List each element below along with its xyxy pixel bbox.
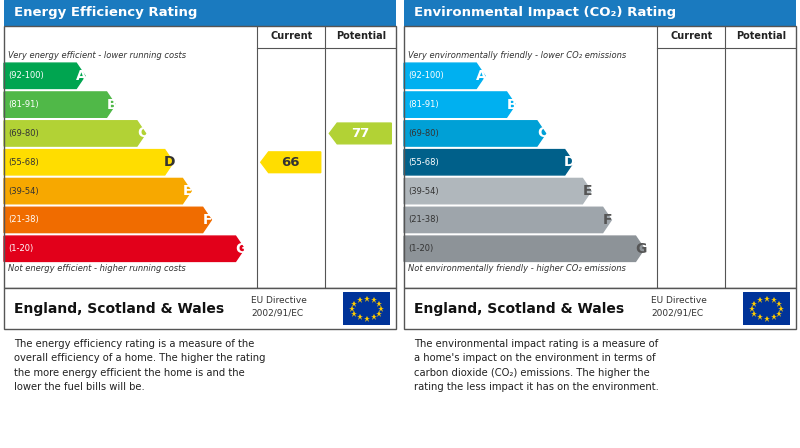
Text: (1-20): (1-20) [9,244,34,253]
Polygon shape [330,123,391,144]
Text: Current: Current [270,31,312,42]
Polygon shape [404,63,485,88]
Text: E: E [583,184,593,198]
Text: G: G [635,242,646,256]
Text: F: F [603,213,613,227]
Text: Energy Efficiency Rating: Energy Efficiency Rating [14,6,197,20]
Text: 77: 77 [351,127,370,140]
Text: Potential: Potential [736,31,786,42]
Polygon shape [4,150,174,175]
Polygon shape [404,178,591,204]
Polygon shape [404,150,574,175]
Text: B: B [106,98,117,112]
Text: (92-100): (92-100) [9,71,45,80]
Text: Very energy efficient - lower running costs: Very energy efficient - lower running co… [8,51,186,60]
Text: D: D [164,155,176,169]
Text: Very environmentally friendly - lower CO₂ emissions: Very environmentally friendly - lower CO… [408,51,626,60]
Text: The environmental impact rating is a measure of
a home's impact on the environme: The environmental impact rating is a mea… [414,339,658,392]
Polygon shape [4,92,115,117]
Text: Not environmentally friendly - higher CO₂ emissions: Not environmentally friendly - higher CO… [408,264,626,273]
Text: (55-68): (55-68) [409,158,439,167]
Polygon shape [261,152,321,172]
Text: D: D [564,155,576,169]
Text: The energy efficiency rating is a measure of the
overall efficiency of a home. T: The energy efficiency rating is a measur… [14,339,266,392]
Text: (1-20): (1-20) [409,244,434,253]
Text: A: A [476,69,487,83]
Polygon shape [4,121,146,146]
Polygon shape [4,207,211,233]
Text: (39-54): (39-54) [9,187,39,196]
Polygon shape [404,207,611,233]
Text: Not energy efficient - higher running costs: Not energy efficient - higher running co… [8,264,186,273]
Text: England, Scotland & Wales: England, Scotland & Wales [414,302,624,316]
Polygon shape [4,178,191,204]
Text: EU Directive
2002/91/EC: EU Directive 2002/91/EC [651,296,707,317]
Text: EU Directive
2002/91/EC: EU Directive 2002/91/EC [251,296,307,317]
Text: Environmental Impact (CO₂) Rating: Environmental Impact (CO₂) Rating [414,6,676,20]
Polygon shape [404,121,546,146]
Text: England, Scotland & Wales: England, Scotland & Wales [14,302,224,316]
Text: Current: Current [670,31,712,42]
Text: (55-68): (55-68) [9,158,39,167]
Polygon shape [404,92,515,117]
Text: B: B [506,98,517,112]
Text: (69-80): (69-80) [9,129,39,138]
Text: F: F [203,213,213,227]
Text: (21-38): (21-38) [409,215,439,224]
Text: Potential: Potential [336,31,386,42]
Text: (21-38): (21-38) [9,215,39,224]
Text: A: A [76,69,87,83]
Text: (81-91): (81-91) [9,100,39,109]
Text: E: E [183,184,193,198]
Text: (39-54): (39-54) [409,187,439,196]
Polygon shape [4,63,85,88]
Text: C: C [537,126,547,140]
Text: (69-80): (69-80) [409,129,439,138]
Text: C: C [137,126,147,140]
Polygon shape [4,236,244,262]
Text: G: G [235,242,246,256]
Text: (92-100): (92-100) [409,71,445,80]
Text: (81-91): (81-91) [409,100,439,109]
Text: 66: 66 [282,156,300,169]
Polygon shape [404,236,644,262]
